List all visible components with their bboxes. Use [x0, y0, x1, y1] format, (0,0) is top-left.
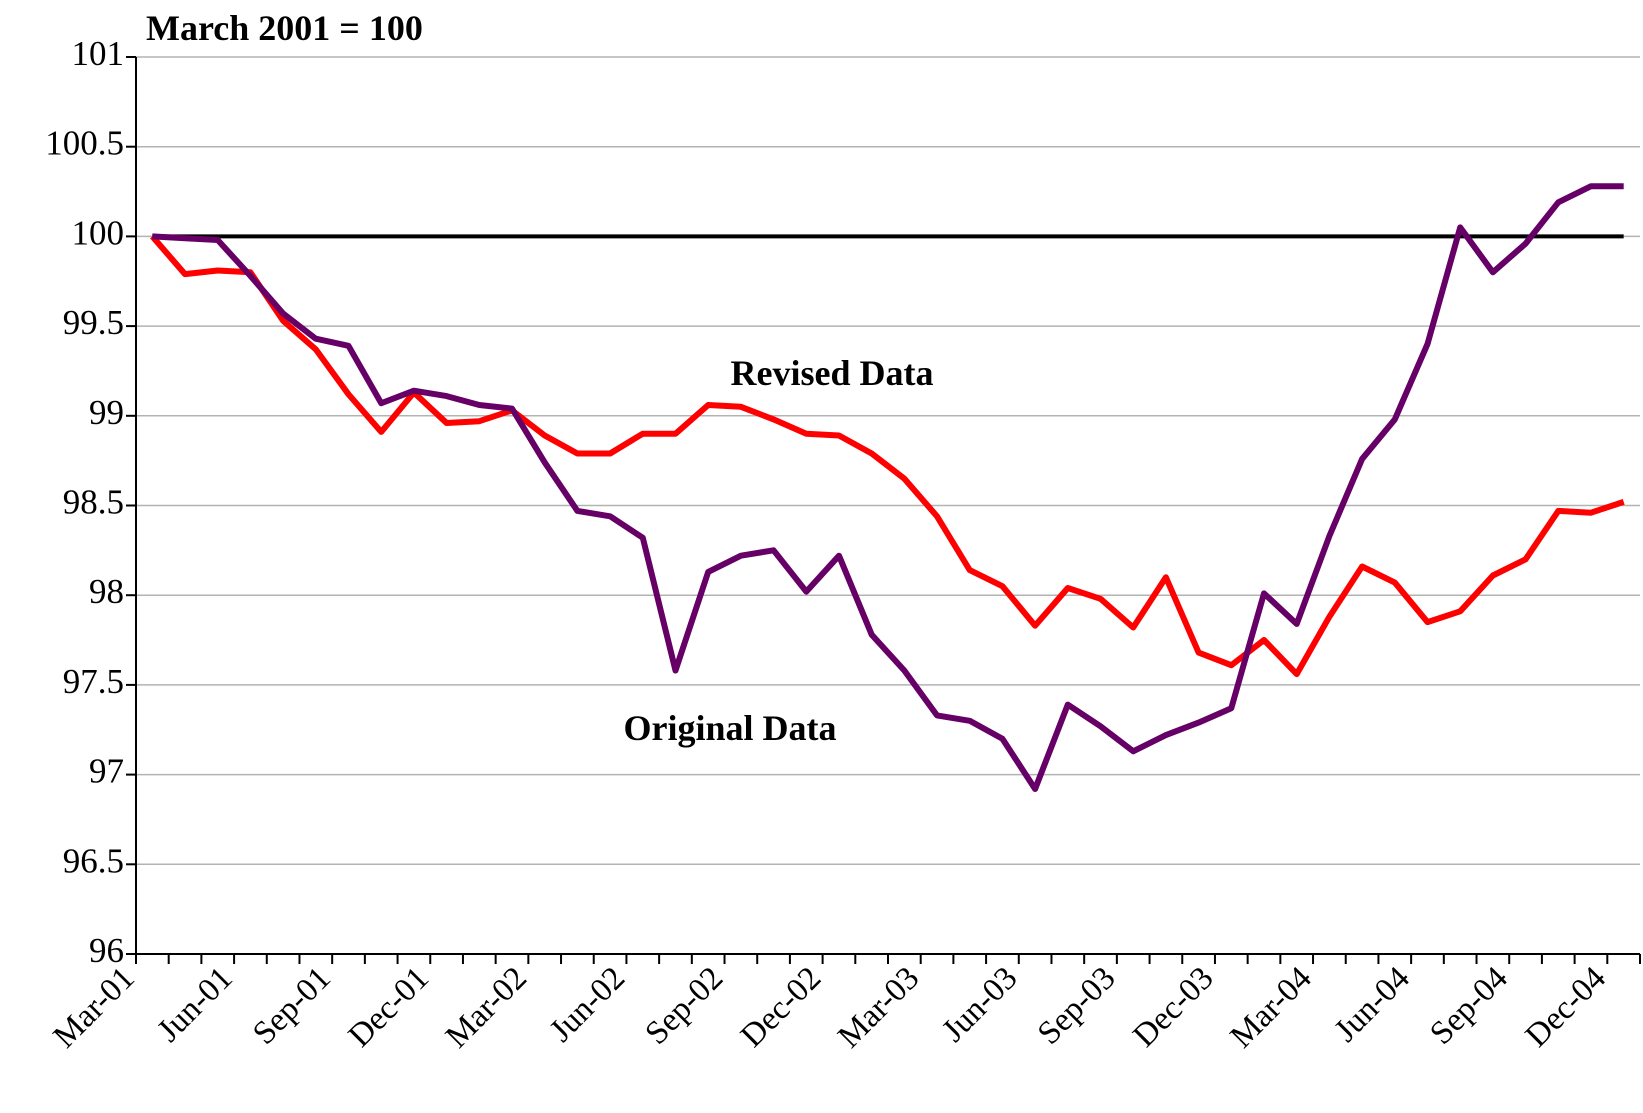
y-tick-label: 99 — [89, 393, 124, 432]
y-tick-label: 97.5 — [63, 662, 124, 701]
y-tick-label: 101 — [72, 34, 125, 73]
x-tick-label: Sep-02 — [639, 960, 731, 1052]
x-tick-label: Jun-04 — [1328, 960, 1417, 1049]
x-tick-label: Sep-01 — [246, 960, 338, 1052]
x-tick-label: Jun-02 — [543, 960, 632, 1049]
y-tick-label: 96.5 — [63, 841, 124, 880]
series-line — [150, 234, 1625, 678]
series-line — [152, 183, 1624, 792]
y-tick-label: 96 — [89, 931, 124, 970]
x-tick-label: Mar-04 — [1224, 960, 1319, 1055]
x-tick-label: Jun-01 — [151, 960, 240, 1049]
x-tick-label: Dec-04 — [1519, 960, 1613, 1054]
x-tick-label: Sep-03 — [1031, 960, 1123, 1052]
y-tick-label: 98 — [89, 572, 124, 611]
y-tick-label: 100 — [72, 213, 125, 252]
x-tick-label: Mar-02 — [439, 960, 534, 1055]
x-tick-label: Mar-01 — [47, 960, 142, 1055]
y-tick-label: 99.5 — [63, 303, 124, 342]
x-tick-label: Dec-02 — [734, 960, 828, 1054]
series-label: Revised Data — [731, 353, 934, 393]
x-tick-label: Mar-03 — [831, 960, 926, 1055]
x-tick-label: Jun-03 — [935, 960, 1024, 1049]
y-tick-label: 98.5 — [63, 483, 124, 522]
x-tick-label: Sep-04 — [1423, 960, 1515, 1052]
x-tick-label: Dec-03 — [1126, 960, 1220, 1054]
y-tick-label: 100.5 — [45, 124, 124, 163]
series-label: Original Data — [624, 708, 837, 748]
x-tick-label: Dec-01 — [342, 960, 436, 1054]
y-tick-label: 97 — [89, 752, 124, 791]
chart-title: March 2001 = 100 — [146, 8, 423, 48]
